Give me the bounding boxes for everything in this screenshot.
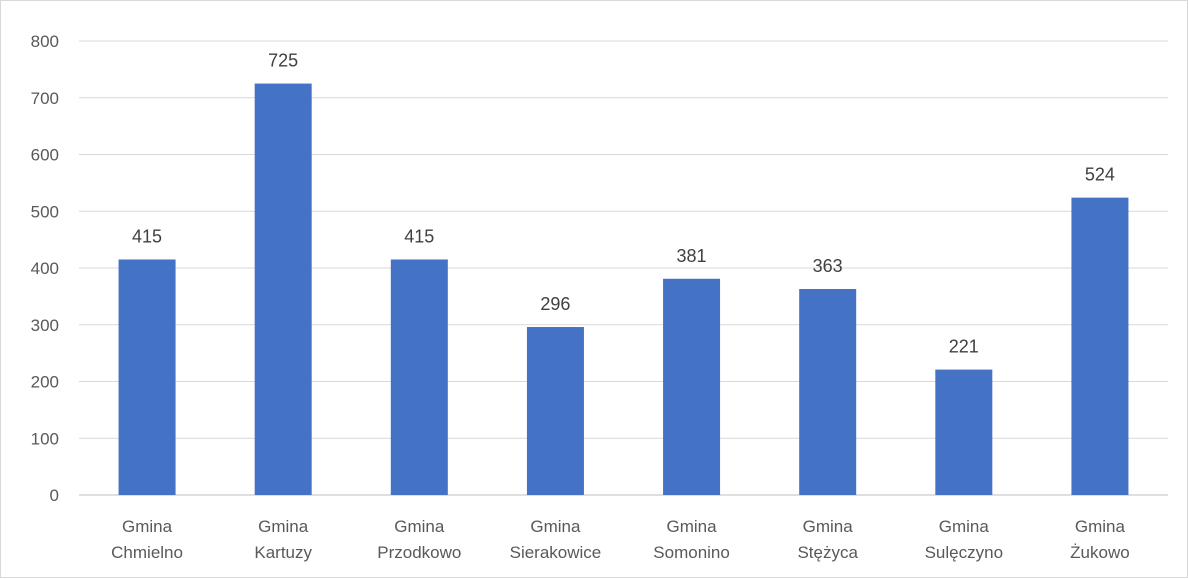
category-label: Gmina — [1075, 517, 1126, 536]
bar — [118, 259, 176, 495]
category-label: Stężyca — [797, 543, 858, 562]
bar — [799, 288, 857, 495]
y-tick-label: 400 — [31, 259, 59, 278]
bar — [526, 327, 584, 495]
category-label: Sulęczyno — [925, 543, 1003, 562]
data-label: 524 — [1085, 165, 1115, 185]
category-label: Gmina — [939, 517, 990, 536]
data-label: 221 — [949, 337, 979, 357]
category-label: Gmina — [394, 517, 445, 536]
category-label: Somonino — [653, 543, 730, 562]
category-label: Gmina — [803, 517, 854, 536]
data-label: 415 — [132, 226, 162, 246]
y-tick-label: 500 — [31, 202, 59, 221]
y-tick-label: 800 — [31, 32, 59, 51]
category-label: Gmina — [667, 517, 718, 536]
bar — [663, 278, 721, 495]
data-label: 725 — [268, 51, 298, 71]
category-label: Gmina — [530, 517, 581, 536]
y-tick-label: 600 — [31, 146, 59, 165]
category-label: Przodkowo — [377, 543, 461, 562]
category-label: Żukowo — [1070, 543, 1130, 562]
y-tick-label: 300 — [31, 316, 59, 335]
category-label: Gmina — [122, 517, 173, 536]
bar — [254, 83, 312, 495]
category-label: Sierakowice — [510, 543, 602, 562]
y-tick-label: 200 — [31, 373, 59, 392]
bar — [390, 259, 448, 495]
y-tick-label: 0 — [50, 486, 59, 505]
y-tick-label: 100 — [31, 429, 59, 448]
data-label: 381 — [677, 246, 707, 266]
data-label: 296 — [540, 294, 570, 314]
bar — [935, 369, 993, 495]
bar — [1071, 197, 1129, 495]
category-label: Gmina — [258, 517, 309, 536]
y-tick-label: 700 — [31, 89, 59, 108]
data-label: 363 — [813, 256, 843, 276]
category-label: Chmielno — [111, 543, 183, 562]
data-label: 415 — [404, 226, 434, 246]
category-label: Kartuzy — [254, 543, 312, 562]
